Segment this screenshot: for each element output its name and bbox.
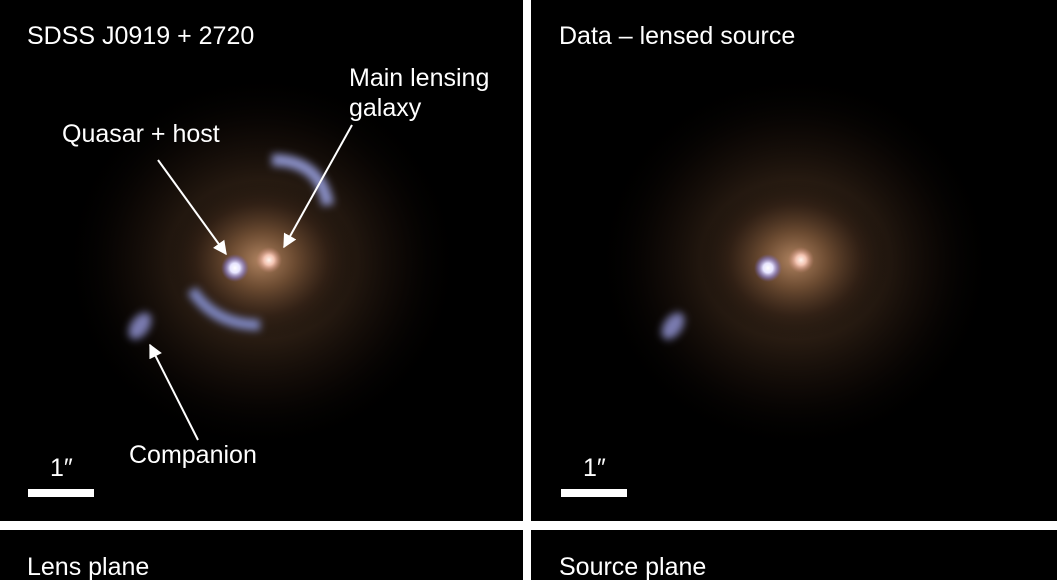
panel-bg (531, 530, 1057, 580)
scale-label: 1″ (50, 454, 73, 482)
panel-title: Source plane (559, 553, 707, 580)
quasar (221, 254, 249, 282)
lensed-arc (187, 286, 261, 331)
lens-galaxy (256, 247, 282, 273)
lens-galaxy (788, 247, 814, 273)
scale-bar (28, 489, 94, 497)
quasar (754, 254, 782, 282)
panel-title: SDSS J0919 + 2720 (27, 22, 255, 50)
scale-label: 1″ (583, 454, 606, 482)
arrow (283, 124, 353, 249)
panel-title: Data – lensed source (559, 22, 796, 50)
annotation: Main lensing galaxy (349, 64, 490, 122)
annotation: Quasar + host (62, 120, 220, 148)
panel-title: Lens plane (27, 553, 150, 580)
lensed-arc (271, 154, 334, 207)
annotation: Companion (129, 441, 257, 469)
companion (661, 312, 685, 340)
arrow (157, 159, 227, 256)
scale-bar (561, 489, 627, 497)
panel-bg (0, 530, 523, 580)
companion (128, 312, 152, 340)
arrow (149, 343, 199, 441)
